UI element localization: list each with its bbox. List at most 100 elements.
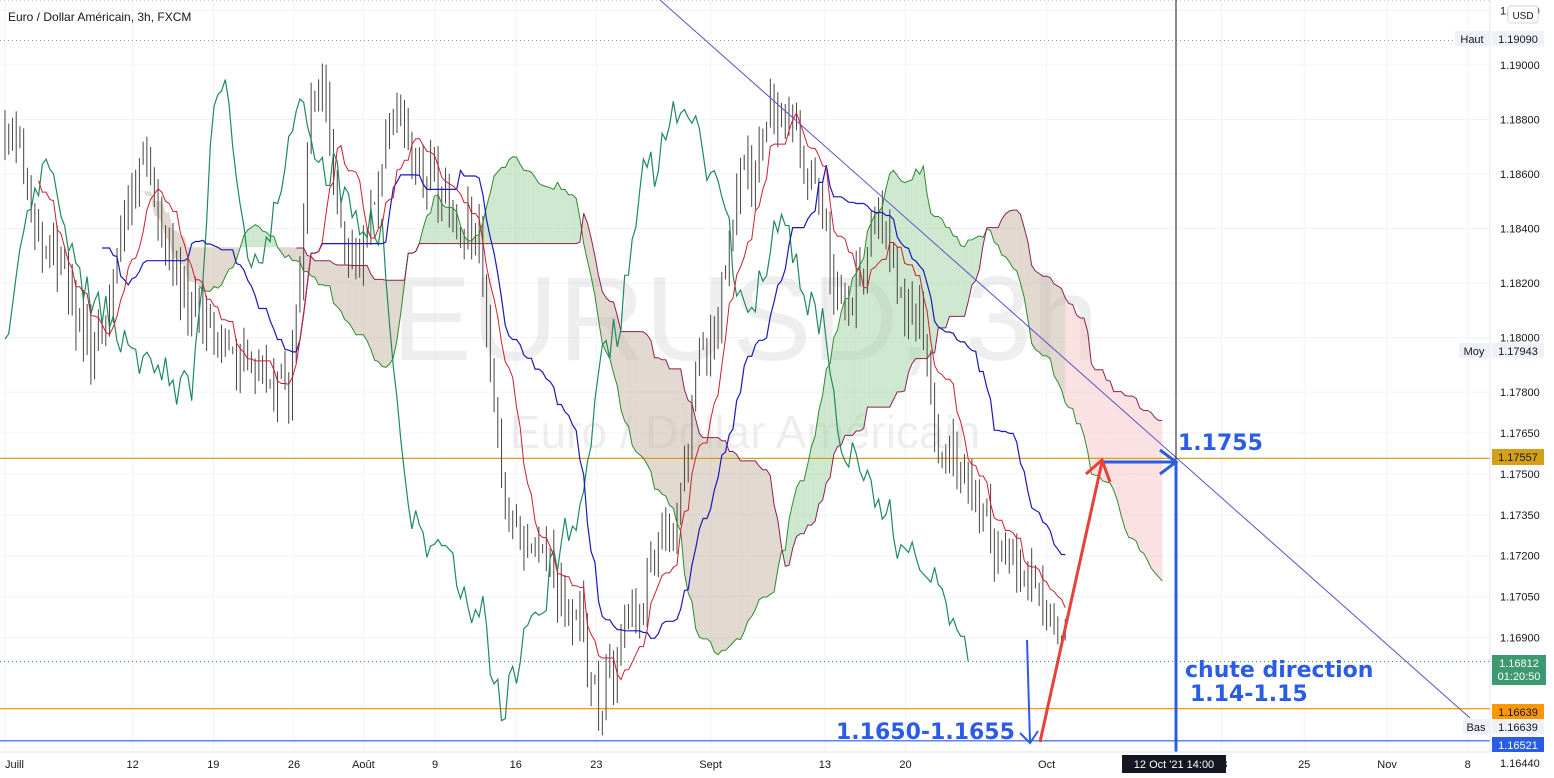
cloud-segment [509, 156, 513, 244]
cloud-segment [161, 200, 166, 238]
cloud-segment [385, 280, 390, 368]
cloud-segment [1050, 277, 1055, 376]
cloud-segment [1076, 315, 1081, 424]
cloud-segment [803, 464, 808, 534]
cloud-segment [1154, 417, 1159, 577]
cloud-segment [871, 214, 875, 408]
cloud-segment [348, 264, 353, 329]
cloud-segment [665, 359, 670, 506]
cloud-segment [176, 230, 181, 265]
ichimoku-lines [4, 79, 1163, 722]
cloud-segment [374, 279, 379, 362]
cloud-segment [542, 185, 547, 244]
cloud-segment [501, 167, 506, 244]
cloud-segment [740, 460, 745, 640]
price-tag-orange: 1.16639 [1492, 704, 1544, 719]
cloud-segment [497, 167, 502, 244]
cloud-segment [1020, 214, 1025, 298]
cloud-segment [1102, 369, 1107, 482]
annotation-chute-1: chute direction [1185, 658, 1373, 683]
cloud-segment [352, 265, 356, 335]
cloud-segment [830, 337, 834, 478]
cloud-segment [718, 437, 722, 655]
cloud-segment [677, 368, 681, 532]
cloud-segment [550, 187, 554, 244]
price-tick-label: 1.18600 [1500, 169, 1540, 181]
cloud-segment [557, 182, 562, 244]
price-tick-label: 1.17650 [1500, 428, 1540, 440]
price-tick-label: 1.17050 [1500, 592, 1540, 604]
cloud-segment [669, 368, 674, 509]
cloud-segment [1095, 369, 1099, 476]
cloud-segment [255, 224, 259, 248]
cloud-segment [1139, 407, 1144, 554]
cloud-segment [639, 331, 644, 459]
cloud-segment [654, 357, 659, 490]
time-tick-label: 23 [590, 759, 602, 771]
price-tick-label: 1.19000 [1500, 60, 1540, 72]
cloud-segment [370, 274, 375, 361]
cloud-segment [154, 200, 159, 218]
cloud-segment [867, 222, 872, 408]
cloud-segment [863, 231, 868, 429]
cloud-segment [520, 164, 524, 244]
price-tick-label: 1.17500 [1500, 469, 1540, 481]
cloud-segment [729, 451, 733, 647]
cloud-segment [430, 196, 435, 244]
cloud-segment [583, 213, 588, 261]
cloud-segment [165, 212, 170, 241]
cloud-segment [710, 437, 715, 652]
cloud-segment [143, 191, 147, 196]
cloud-segment [1106, 379, 1111, 484]
cloud-segment [1001, 213, 1006, 257]
cloud-segment [453, 207, 457, 244]
cloud-segment [1054, 283, 1058, 382]
drawings[interactable] [659, 0, 1471, 752]
time-tick-label: 12 [127, 759, 139, 771]
cloud-segment [169, 212, 173, 259]
time-tick-label: Août [352, 759, 375, 771]
price-axis[interactable]: 1.19000 1.18800 1.18600 1.18400 1.18200 1.180… [1489, 0, 1554, 778]
cloud-segment [1042, 276, 1047, 356]
cloud-segment [691, 403, 696, 629]
cloud-segment [546, 186, 551, 244]
price-tag-level: 1.17557 [1492, 449, 1544, 465]
cloud-segment [434, 194, 439, 244]
price-tick-label: 1.16440 [1500, 758, 1540, 770]
cloud-segment [811, 436, 816, 526]
price-tag-orange-value: 1.16639 [1498, 707, 1538, 719]
cloud-segment [449, 207, 453, 244]
time-tick-label: 25 [1298, 759, 1310, 771]
cloud-segment [359, 265, 364, 335]
cloud-segment [568, 194, 573, 244]
annotation-chute-2: 1.14-1.15 [1190, 682, 1308, 707]
chart-title: Euro / Dollar Américain, 3h, FXCM [8, 10, 191, 24]
cloud-segment [841, 299, 845, 446]
cloud-segment [673, 368, 677, 524]
currency-badge[interactable] [1507, 5, 1539, 24]
cloud-segment [904, 181, 909, 391]
price-tag-high-value: 1.19090 [1498, 34, 1538, 46]
price-tag-countdown: 01:20:50 [1498, 671, 1541, 683]
price-tag-mid-value: 1.17943 [1498, 346, 1538, 358]
cloud-segment [942, 219, 946, 328]
ichimoku-cloud [109, 134, 1163, 655]
cloud-segment [344, 264, 349, 323]
price-tag-mid-label: Moy [1464, 346, 1485, 358]
cloud-segment [229, 247, 233, 270]
cloud-segment [329, 260, 334, 304]
cloud-segment [975, 235, 980, 281]
time-tick-label: Juill [5, 759, 24, 771]
cloud-segment [337, 264, 341, 312]
cloud-segment [1039, 273, 1043, 356]
cloud-segment [572, 194, 577, 244]
cloud-segment [135, 179, 140, 192]
price-tag-low: Bas 1.16639 [1463, 719, 1544, 734]
cloud-segment [1080, 317, 1084, 436]
cloud-segment [650, 340, 655, 489]
time-axis[interactable]: Juill121926Août91623Sept1320Oct1825Nov8 [0, 751, 1490, 778]
cloud-segment [908, 179, 913, 373]
cloud-segment [423, 215, 427, 244]
price-tick-label: 1.18800 [1500, 115, 1540, 127]
